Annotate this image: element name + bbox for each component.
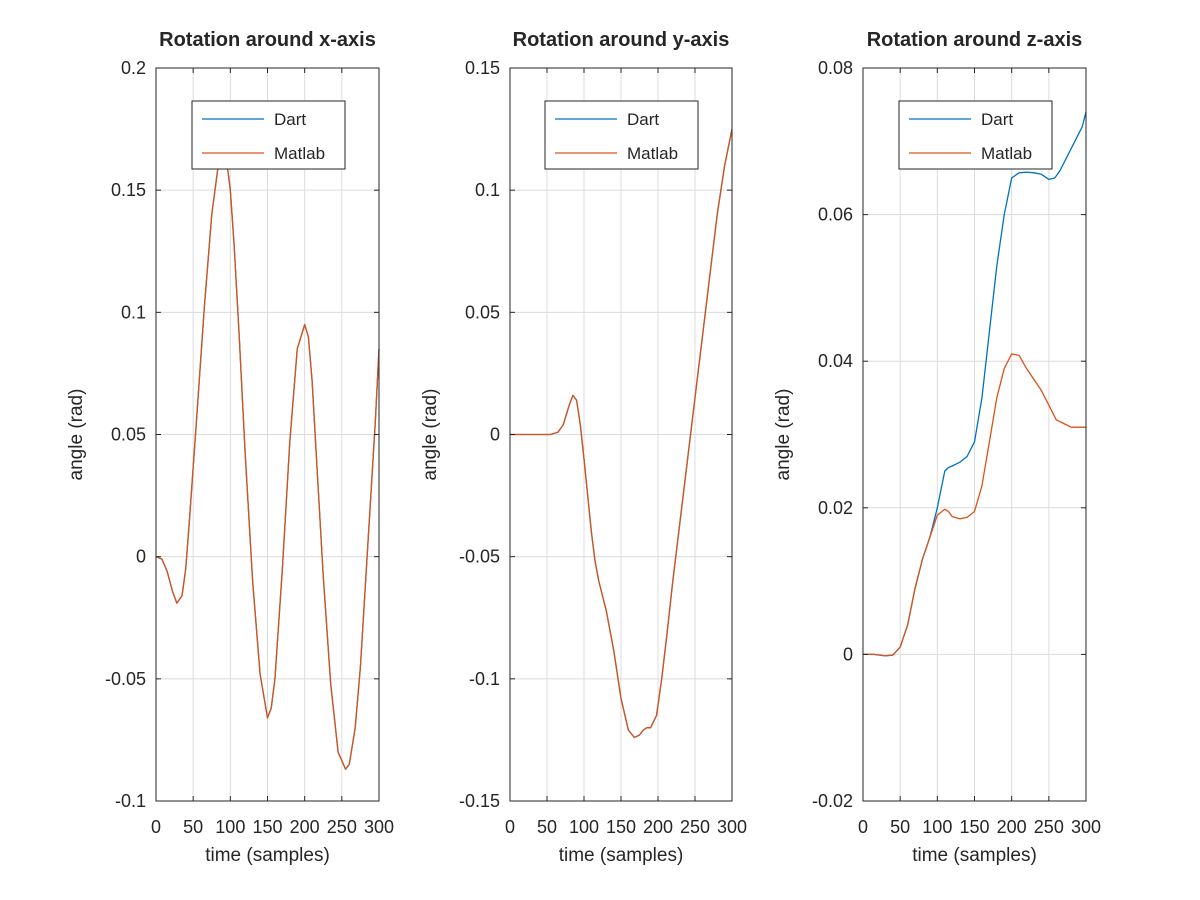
y-tick-label: -0.1 [115,791,146,811]
chart-panel-2: 0 50 100 150 200 250 300 -0.15 -0.1 -0.05 0 0.05 0.1… [420,29,747,866]
series-line-matlab [510,128,733,739]
chart-title: Rotation around z-axis [867,29,1083,51]
x-tick-label: 200 [643,817,673,837]
legend-box [191,100,346,170]
y-tick-label: -0.15 [459,791,500,811]
x-axis-label: time (samples) [559,845,684,866]
legend-label-matlab: Matlab [627,144,678,163]
legend-label-dart: Dart [274,110,306,129]
x-tick-label: 0 [151,817,161,837]
x-tick-label: 250 [680,817,710,837]
y-tick-label: -0.02 [812,791,853,811]
chart-title: Rotation around x-axis [159,29,376,51]
y-tick-label: 0.05 [465,302,500,322]
y-tick-label: 0 [136,547,146,567]
legend: Dart Matlab [544,100,699,170]
y-tick-label: 0.2 [121,58,146,78]
y-axis-label: angle (rad) [420,389,441,481]
legend-label-matlab: Matlab [274,144,325,163]
legend-label-matlab: Matlab [981,144,1032,163]
y-tick-label: 0.15 [465,58,500,78]
x-tick-label: 50 [537,817,557,837]
x-tick-label: 150 [252,817,282,837]
y-tick-label: 0.15 [111,180,146,200]
y-axis-label: angle (rad) [66,389,87,481]
x-tick-label: 250 [1034,817,1064,837]
chart-panel-1: 0 50 100 150 200 250 300 -0.1 -0.05 0 0.05 0.1 0.15 0… [66,29,394,866]
series-line-matlab [863,353,1086,657]
chart-title: Rotation around y-axis [513,29,730,51]
x-tick-label: 300 [717,817,747,837]
legend: Dart Matlab [191,100,346,170]
y-tick-label: -0.05 [459,547,500,567]
x-tick-label: 200 [290,817,320,837]
x-tick-label: 200 [997,817,1027,837]
x-tick-label: 50 [183,817,203,837]
series-line-matlab [155,157,380,770]
x-tick-label: 300 [1071,817,1101,837]
x-tick-label: 50 [890,817,910,837]
x-tick-label: 100 [215,817,245,837]
y-tick-label: 0 [490,425,500,445]
y-tick-label: 0.06 [818,205,853,225]
x-tick-label: 0 [858,817,868,837]
x-tick-label: 100 [922,817,952,837]
y-tick-label: 0 [843,644,853,664]
legend-label-dart: Dart [981,110,1013,129]
y-tick-label: 0.1 [475,180,500,200]
x-axis-label: time (samples) [912,845,1037,866]
legend-box [898,100,1053,170]
legend-box [544,100,699,170]
y-axis-label: angle (rad) [773,389,794,481]
y-tick-label: -0.1 [469,669,500,689]
x-axis-label: time (samples) [205,845,330,866]
chart-panel-3: 0 50 100 150 200 250 300-0.0200.020.040.060.08… [773,29,1101,866]
x-tick-label: 100 [569,817,599,837]
x-tick-label: 300 [364,817,394,837]
y-tick-label: 0.05 [111,425,146,445]
y-tick-label: 0.1 [121,302,146,322]
x-tick-label: 150 [959,817,989,837]
x-tick-label: 150 [606,817,636,837]
y-tick-label: -0.05 [105,669,146,689]
legend-label-dart: Dart [627,110,659,129]
y-tick-label: 0.02 [818,498,853,518]
x-tick-label: 250 [327,817,357,837]
y-tick-label: 0.04 [818,351,853,371]
y-tick-label: 0.08 [818,58,853,78]
x-tick-label: 0 [505,817,515,837]
legend: Dart Matlab [898,100,1053,170]
